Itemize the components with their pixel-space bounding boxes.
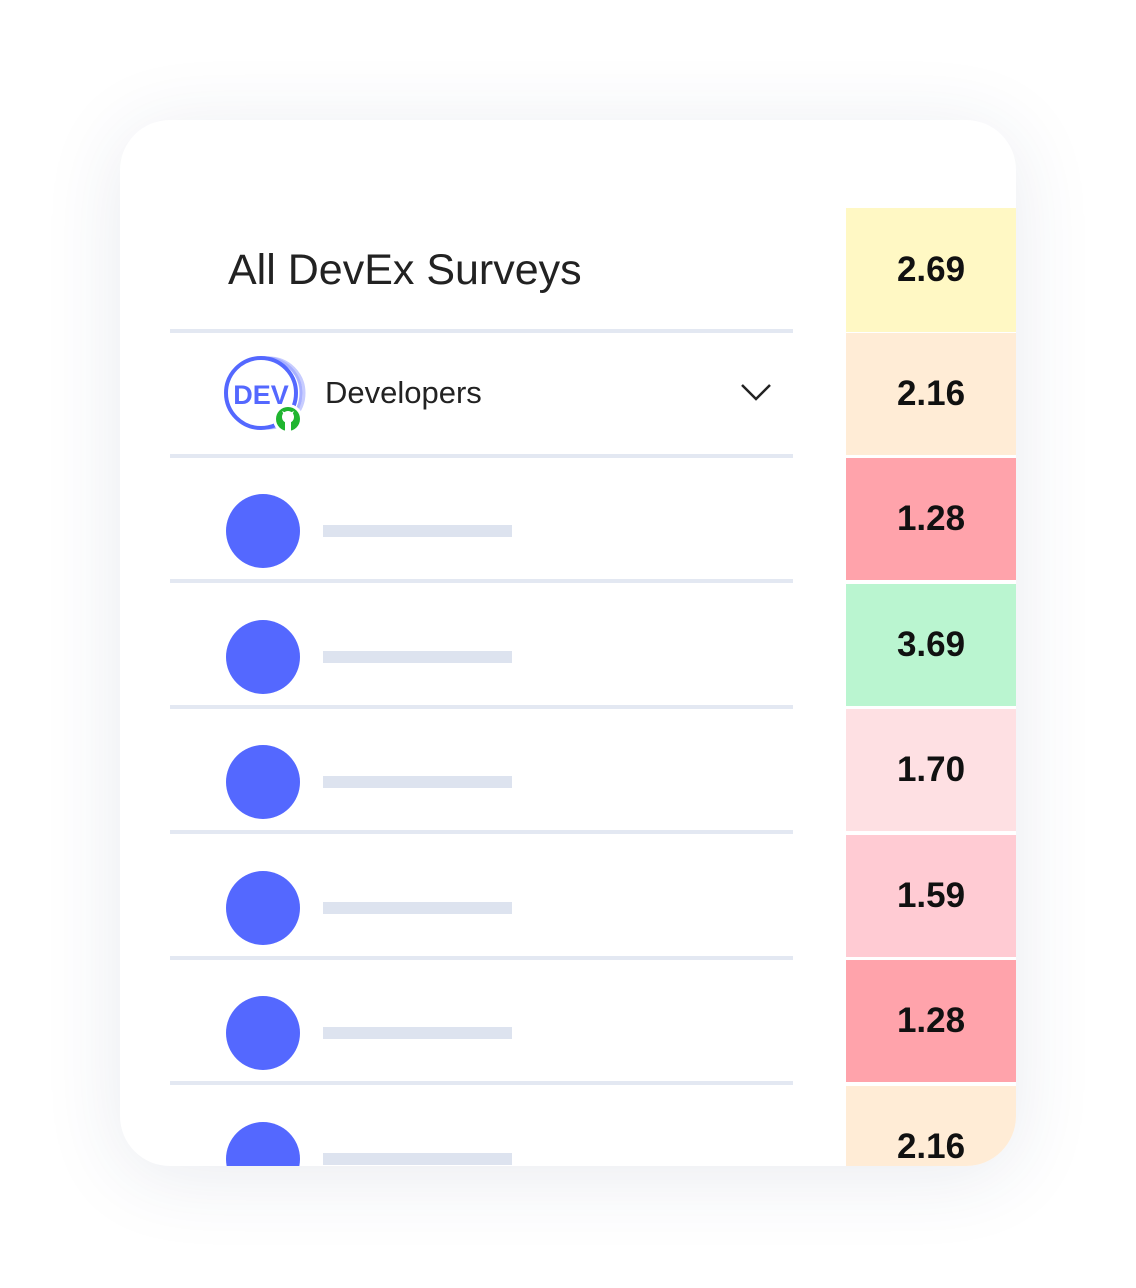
name-placeholder [323,901,512,914]
score-cell: 2.16 [846,1085,1016,1166]
score-cell: 2.69 [846,208,1016,332]
team-avatar: DEV [224,356,306,434]
member-row[interactable]: 1.70 [170,709,1016,834]
score-cell: 1.70 [846,709,1016,831]
survey-header-row: All DevEx Surveys 2.69 [170,208,1016,333]
avatar [226,745,300,819]
member-row[interactable]: 1.28 [170,960,1016,1085]
name-placeholder [323,776,512,788]
avatar [226,494,300,568]
divider [170,955,793,960]
member-row[interactable]: 3.69 [170,583,1016,709]
divider [170,704,793,709]
member-row[interactable]: 1.59 [170,834,1016,960]
avatar [226,870,300,945]
name-placeholder [323,1027,512,1039]
member-row[interactable]: 1.28 [170,458,1016,583]
team-name: Developers [325,375,482,410]
name-placeholder [323,650,512,663]
avatar [226,619,300,694]
divider [170,579,793,583]
divider [170,1081,793,1085]
chevron-down-icon[interactable] [740,381,772,403]
survey-card: All DevEx Surveys 2.69 DEV Developers 2.… [120,120,1016,1166]
name-placeholder [323,525,512,537]
member-row[interactable]: 2.16 [170,1085,1016,1166]
divider [170,830,793,834]
team-row-developers[interactable]: DEV Developers 2.16 [170,333,1016,458]
page-title: All DevEx Surveys [228,246,582,294]
score-cell: 2.16 [846,333,1016,455]
divider [170,329,793,333]
avatar [226,996,300,1070]
avatar-text: DEV [233,380,289,410]
avatar [226,1121,300,1166]
score-cell: 1.59 [846,834,1016,957]
name-placeholder [323,1152,512,1165]
divider [170,454,793,458]
github-icon [273,404,303,434]
score-cell: 1.28 [846,960,1016,1082]
score-cell: 1.28 [846,458,1016,580]
score-cell: 3.69 [846,583,1016,706]
